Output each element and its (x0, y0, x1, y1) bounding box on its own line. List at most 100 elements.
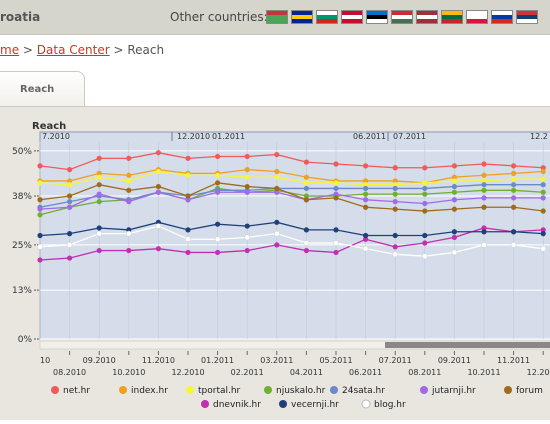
latvia-flag[interactable] (416, 10, 438, 24)
series-line-dnevnik.hr (39, 227, 544, 261)
serbia-flag[interactable] (516, 10, 538, 24)
data-point-vecernji.hr (392, 232, 398, 239)
chart-title: Reach (32, 121, 66, 132)
data-point-forum (96, 182, 102, 188)
breadcrumb-home-link[interactable]: me (0, 43, 20, 57)
bosnia-flag[interactable] (291, 10, 313, 24)
overview-label: 12.2010 (177, 132, 210, 141)
data-point-tportal.hr (155, 168, 161, 175)
legend-marker-vecernji.hr (279, 400, 287, 408)
legend-marker-blog.hr (361, 399, 371, 409)
data-point-index.hr (363, 178, 369, 184)
data-point-vecernji.hr (363, 232, 369, 239)
data-point-net.hr (274, 151, 280, 158)
data-point-tportal.hr (510, 176, 517, 182)
y-tick-label: 50% (12, 147, 32, 157)
data-point-blog.hr (333, 240, 339, 246)
data-point-dnevnik.hr (244, 247, 250, 254)
overview-label: 07.2011 (393, 132, 426, 141)
data-point-net.hr (540, 165, 546, 171)
x-tick-label-bottom: 08.2011 (408, 368, 441, 377)
other-countries-label: Other countries: (170, 10, 268, 24)
data-point-net.hr (510, 163, 517, 169)
data-point-blog.hr (125, 230, 132, 237)
data-point-index.hr (303, 174, 309, 180)
data-point-dnevnik.hr (392, 244, 398, 250)
data-point-index.hr (96, 170, 102, 176)
data-point-forum (422, 208, 428, 214)
belarus-flag[interactable] (266, 10, 288, 24)
data-point-forum (540, 208, 546, 214)
x-tick-label-bottom: 02.2011 (231, 368, 264, 377)
scrollbar-thumb (385, 342, 550, 348)
x-tick-label-bottom: 04.2011 (290, 368, 323, 377)
data-point-dnevnik.hr (540, 227, 546, 233)
data-point-dnevnik.hr (37, 257, 43, 263)
data-point-net.hr (244, 153, 250, 160)
tab-reach[interactable]: Reach (0, 71, 85, 106)
hungary-flag[interactable] (391, 10, 413, 24)
data-point-vecernji.hr (244, 223, 250, 229)
russia-flag[interactable] (491, 10, 513, 24)
data-point-vecernji.hr (451, 229, 457, 235)
data-point-njuskalo.hr (363, 191, 369, 197)
data-point-24sata.hr (451, 183, 457, 190)
data-point-24sata.hr (422, 185, 428, 192)
data-point-jutarnji.hr (363, 197, 369, 203)
breadcrumb-data-center-link[interactable]: Data Center (36, 43, 110, 57)
data-point-jutarnji.hr (37, 206, 43, 212)
bulgaria-flag[interactable] (316, 10, 338, 24)
data-point-tportal.hr (303, 180, 309, 186)
data-point-dnevnik.hr (451, 234, 457, 240)
estonia-flag[interactable] (366, 10, 388, 24)
breadcrumb-separator: > (22, 43, 33, 57)
denmark-flag[interactable] (341, 10, 363, 24)
data-point-index.hr (126, 172, 132, 178)
legend-marker-njuskalo.hr (264, 386, 272, 394)
data-point-tportal.hr (481, 178, 487, 184)
data-point-blog.hr (66, 242, 73, 248)
data-point-jutarnji.hr (422, 200, 428, 207)
data-point-24sata.hr (363, 185, 369, 192)
data-point-jutarnji.hr (244, 189, 250, 195)
x-tick-label-bottom: 08.2010 (53, 368, 86, 377)
data-point-vecernji.hr (96, 225, 102, 231)
data-point-tportal.hr (333, 180, 339, 186)
data-point-forum (37, 197, 43, 203)
data-point-dnevnik.hr (422, 240, 428, 246)
lithuania-flag[interactable] (441, 10, 463, 24)
data-point-tportal.hr (37, 180, 43, 186)
series-line-tportal.hr (39, 170, 544, 186)
data-point-net.hr (96, 155, 102, 161)
data-point-net.hr (215, 153, 221, 160)
data-point-jutarnji.hr (333, 191, 339, 197)
data-point-net.hr (303, 159, 309, 165)
data-point-jutarnji.hr (215, 189, 221, 195)
y-tick-label: 0% (18, 335, 33, 345)
data-point-vecernji.hr (215, 221, 221, 227)
data-point-forum (126, 187, 132, 193)
data-point-blog.hr (510, 242, 517, 248)
data-point-jutarnji.hr (392, 199, 398, 205)
legend-label: index.hr (131, 386, 168, 396)
legend-marker-tportal.hr (186, 386, 194, 394)
data-point-blog.hr (244, 234, 251, 241)
breadcrumb-separator: > (113, 43, 124, 57)
data-point-tportal.hr (451, 178, 457, 184)
data-point-dnevnik.hr (481, 225, 487, 231)
chart-panel: Reach 7.2010 12.2010 01.2011 06.2011 07.2011… (0, 107, 550, 420)
data-point-blog.hr (481, 242, 487, 248)
series-line-blog.hr (39, 225, 544, 257)
tab-bar: Reach (0, 71, 550, 107)
data-point-24sata.hr (540, 182, 546, 188)
poland-flag[interactable] (466, 10, 488, 24)
x-tick-label-top: 11.2010 (142, 356, 175, 365)
data-point-dnevnik.hr (67, 255, 73, 261)
legend-label: 24sata.hr (342, 386, 385, 396)
x-tick-label-top: 10 (40, 356, 50, 365)
legend-marker-jutarnji.hr (420, 386, 428, 394)
data-point-dnevnik.hr (185, 249, 191, 256)
data-point-forum (274, 185, 280, 192)
data-point-index.hr (392, 178, 398, 184)
data-point-index.hr (540, 168, 546, 175)
